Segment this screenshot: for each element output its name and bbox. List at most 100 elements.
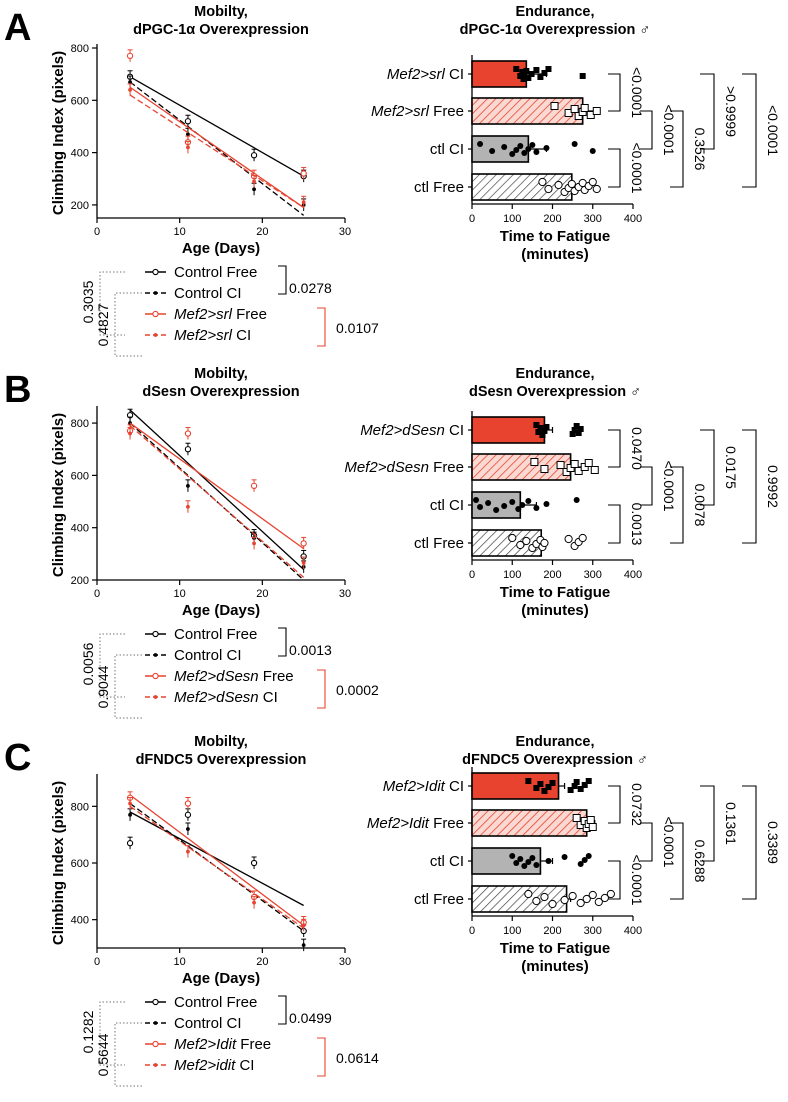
data-point: [128, 80, 132, 84]
bar-point: [545, 66, 552, 72]
bar-category-label-rest: Free: [429, 815, 464, 832]
sig-bracket: [742, 429, 757, 544]
bar-category-label-rest: ctl Free: [414, 535, 464, 552]
bar-category-label-rest: ctl Free: [414, 179, 464, 196]
pval-free: 0.3035: [80, 280, 96, 323]
panel-letter: A: [4, 7, 31, 49]
bar-point: [564, 534, 573, 544]
sig-pvalue: <0.0001: [629, 67, 645, 118]
data-point: [301, 561, 306, 565]
sig-pvalue: <0.0001: [629, 143, 645, 194]
bar-point: [477, 141, 484, 147]
sig-bracket: [608, 148, 621, 188]
bar-point: [600, 893, 609, 903]
y-tick-label: 800: [71, 801, 89, 813]
sig-bracket: [640, 110, 653, 150]
bar-category-label-rest: Free: [429, 459, 464, 476]
bar-category-label-italic: Mef2>dSesn: [344, 459, 429, 476]
bar-point: [568, 891, 577, 901]
sig-pvalue: 0.0470: [629, 427, 645, 470]
x-tick-label: 20: [256, 588, 268, 600]
legend-label-rest: Control Free: [174, 264, 257, 281]
bar-x-tick-label: 200: [543, 569, 561, 581]
legend-label-italic: Mef2>idit: [174, 1057, 236, 1074]
bar-point: [560, 895, 569, 905]
x-tick-label: 10: [174, 588, 186, 600]
bracket-ci-inner: [114, 292, 142, 357]
bar-row-3: ctl Free: [414, 529, 587, 557]
legend-label: Control Free: [174, 264, 257, 281]
bar-category-label-rest: ctl CI: [430, 141, 464, 158]
mobility-title-line1: Mobilty,: [194, 734, 248, 750]
fit-line: [129, 802, 305, 932]
legend-label-rest: CI: [259, 689, 278, 706]
bracket-experimental: [317, 669, 326, 709]
series-3: [127, 83, 307, 209]
bar-x-tick-label: 300: [584, 569, 602, 581]
bar-point: [519, 502, 526, 508]
data-point: [250, 152, 258, 159]
bar-category-label-italic: Mef2>Idit: [367, 815, 430, 832]
bar-x-tick-label: 200: [543, 925, 561, 937]
bar-category-label: ctl CI: [430, 497, 464, 514]
pval-free: 0.0056: [80, 642, 96, 685]
series-0: [126, 70, 307, 183]
bar-point: [525, 778, 532, 784]
bar-point: [585, 853, 592, 859]
bar-category-label: ctl Free: [414, 179, 464, 196]
data-point: [250, 482, 258, 489]
sig-pvalue: <0.0001: [661, 817, 677, 868]
series-0: [126, 808, 307, 937]
fit-line: [129, 94, 305, 209]
bar-point: [537, 425, 544, 431]
legend-marker: [152, 672, 159, 680]
bar-point: [524, 889, 533, 899]
bar-category-label: Mef2>dSesn CI: [360, 422, 464, 439]
bar-point: [581, 782, 588, 788]
bar-point: [573, 779, 580, 785]
sig-bracket: [742, 73, 757, 188]
data-point: [252, 541, 256, 546]
bar-point: [533, 862, 540, 868]
fit-line: [129, 76, 304, 177]
bar: [471, 97, 584, 125]
y-tick-label: 600: [71, 858, 89, 870]
legend-marker: [153, 333, 158, 337]
bracket-experimental: [317, 1037, 326, 1077]
data-point: [128, 431, 132, 436]
y-tick-label: 400: [71, 915, 89, 927]
bar-point: [525, 498, 532, 504]
bar-row-0: Mef2>Idit CI: [383, 772, 592, 800]
y-axis-label: Climbing Index (pixels): [50, 413, 67, 577]
bar-x-axis-label-line1: Time to Fatigue: [500, 228, 611, 245]
bar-point: [501, 144, 508, 150]
bar-point: [554, 180, 563, 190]
bracket-control: [278, 265, 287, 295]
bar-point: [529, 855, 536, 861]
x-tick-label: 0: [94, 956, 100, 968]
bar: [471, 416, 546, 444]
bar-point: [588, 890, 597, 900]
bar-row-2: ctl CI: [430, 135, 596, 163]
data-point: [184, 811, 192, 818]
data-point: [184, 430, 192, 437]
bar-point: [517, 856, 524, 862]
bar-point: [521, 150, 528, 156]
bar-point: [515, 506, 522, 512]
data-point: [184, 118, 192, 125]
x-tick-label: 0: [94, 226, 100, 238]
legend-marker: [153, 695, 158, 699]
bar-point: [575, 430, 582, 436]
bar-category-label-italic: Mef2>srl: [371, 103, 430, 120]
legend-label-rest: CI: [235, 1057, 254, 1074]
bar-row-0: Mef2>dSesn CI: [360, 416, 584, 444]
sig-bracket: [742, 785, 757, 900]
mobility-title-line2: dPGC-1α Overexpression: [133, 22, 309, 38]
bar-point: [572, 814, 581, 822]
data-point: [126, 840, 134, 847]
bar-x-axis-label-line2: (minutes): [521, 246, 589, 263]
y-tick-label: 600: [71, 95, 89, 107]
fit-line: [129, 86, 305, 209]
sig-bracket: [608, 429, 621, 468]
bar-x-tick-label: 100: [503, 569, 521, 581]
